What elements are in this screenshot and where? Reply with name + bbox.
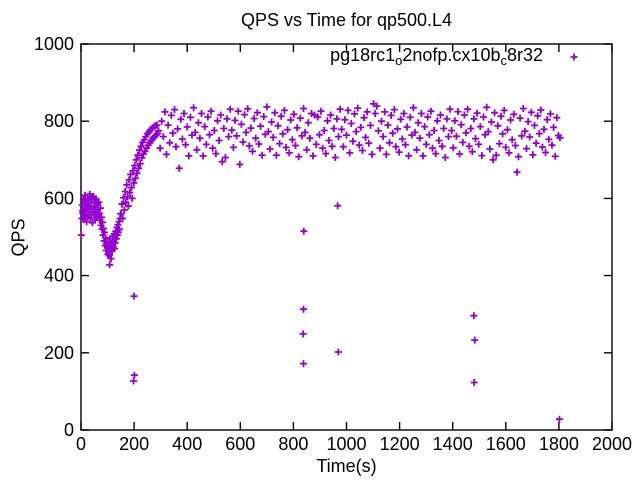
scatter-points	[77, 100, 564, 423]
legend: pg18rc1o2nofp.cx10bc8r32	[330, 45, 543, 68]
y-tick-label: 1000	[34, 34, 74, 54]
legend-series-label: pg18rc1o2nofp.cx10bc8r32	[330, 45, 543, 68]
legend-label-subscript: o	[395, 53, 403, 68]
x-tick-label: 600	[225, 434, 255, 454]
x-tick-label: 0	[76, 434, 86, 454]
x-tick-label: 1800	[539, 434, 579, 454]
x-tick-label: 1600	[486, 434, 526, 454]
x-tick-label: 400	[172, 434, 202, 454]
legend-label-segment: 2nofp.cx10b	[402, 45, 501, 65]
y-tick-label: 600	[44, 188, 74, 208]
x-tick-label: 1000	[326, 434, 366, 454]
chart-title: QPS vs Time for qp500.L4	[240, 10, 453, 30]
x-axis-title: Time(s)	[316, 456, 377, 476]
x-tick-label: 200	[119, 434, 149, 454]
x-tick-label: 1200	[380, 434, 420, 454]
x-tick-label: 1400	[433, 434, 473, 454]
legend-marker-icon	[570, 53, 578, 61]
y-axis-title: QPS	[8, 218, 29, 257]
legend-label-segment: 8r32	[506, 45, 543, 65]
y-tick-label: 0	[64, 420, 74, 440]
legend-label-segment: pg18rc1	[330, 45, 396, 65]
y-tick-label: 800	[44, 111, 74, 131]
y-tick-label: 200	[44, 343, 74, 363]
legend-label-subscript: c	[500, 53, 507, 68]
y-tick-label: 400	[44, 266, 74, 286]
plot-border	[80, 43, 613, 431]
x-tick-label: 800	[278, 434, 308, 454]
x-tick-label: 2000	[592, 434, 632, 454]
